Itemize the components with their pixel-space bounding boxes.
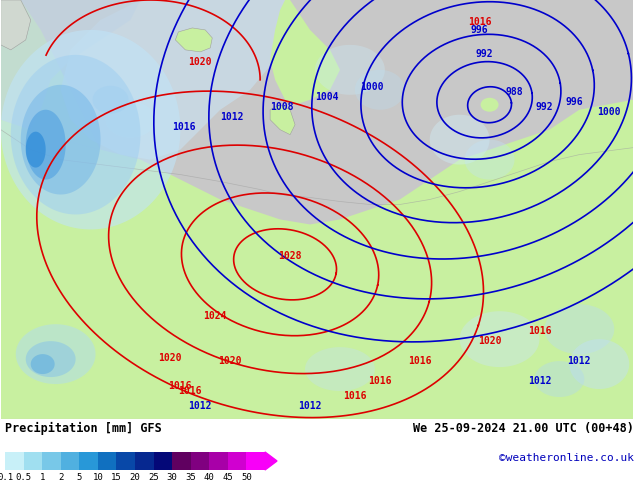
Polygon shape <box>569 339 629 389</box>
Text: 25: 25 <box>148 473 159 482</box>
Text: We 25-09-2024 21.00 UTC (00+48): We 25-09-2024 21.00 UTC (00+48) <box>413 422 634 435</box>
Bar <box>135 452 153 470</box>
Text: 1012: 1012 <box>527 376 551 386</box>
Text: 1028: 1028 <box>278 251 302 261</box>
Bar <box>172 452 191 470</box>
Polygon shape <box>1 0 30 50</box>
Bar <box>79 452 98 470</box>
Polygon shape <box>355 70 404 110</box>
Polygon shape <box>16 324 96 384</box>
Text: 992: 992 <box>476 49 493 59</box>
Text: ©weatheronline.co.uk: ©weatheronline.co.uk <box>499 453 634 463</box>
Polygon shape <box>430 115 489 165</box>
Text: 40: 40 <box>204 473 215 482</box>
Text: 1016: 1016 <box>172 122 196 132</box>
Text: 996: 996 <box>471 25 488 35</box>
Bar <box>228 452 247 470</box>
Text: 1000: 1000 <box>597 107 621 117</box>
Polygon shape <box>26 110 66 179</box>
Text: 0.5: 0.5 <box>15 473 32 482</box>
Polygon shape <box>534 361 585 397</box>
Polygon shape <box>26 341 75 377</box>
Text: Precipitation [mm] GFS: Precipitation [mm] GFS <box>5 422 162 435</box>
Text: 15: 15 <box>111 473 122 482</box>
Bar <box>153 452 172 470</box>
Text: 1020: 1020 <box>188 57 212 67</box>
Polygon shape <box>305 347 375 391</box>
Text: 1000: 1000 <box>360 82 384 92</box>
Polygon shape <box>465 140 515 179</box>
Text: 30: 30 <box>167 473 178 482</box>
Text: 1: 1 <box>39 473 45 482</box>
Polygon shape <box>1 0 141 130</box>
Polygon shape <box>270 105 295 135</box>
Polygon shape <box>105 102 155 138</box>
Text: 0.1: 0.1 <box>0 473 13 482</box>
Text: 1016: 1016 <box>408 356 432 366</box>
Polygon shape <box>460 311 540 367</box>
Text: 45: 45 <box>223 473 233 482</box>
Text: 1016: 1016 <box>368 376 392 386</box>
Polygon shape <box>1 0 101 149</box>
Text: 1016: 1016 <box>169 381 192 391</box>
Text: 1016: 1016 <box>179 386 202 396</box>
Bar <box>247 452 265 470</box>
Text: 988: 988 <box>506 87 523 97</box>
Polygon shape <box>176 28 212 52</box>
Bar <box>191 452 209 470</box>
Text: 1020: 1020 <box>158 353 182 363</box>
Bar <box>23 452 42 470</box>
Text: 1012: 1012 <box>188 401 212 411</box>
Text: 35: 35 <box>185 473 196 482</box>
Text: 1016: 1016 <box>343 391 366 401</box>
Polygon shape <box>315 45 385 95</box>
Polygon shape <box>30 354 55 374</box>
Polygon shape <box>93 86 129 114</box>
Text: 20: 20 <box>129 473 140 482</box>
Polygon shape <box>26 132 46 168</box>
Text: 1016: 1016 <box>468 17 491 27</box>
Bar <box>5 452 23 470</box>
Bar <box>209 452 228 470</box>
Text: 1020: 1020 <box>219 356 242 366</box>
Text: 1020: 1020 <box>478 336 501 346</box>
Polygon shape <box>61 0 290 160</box>
Text: 50: 50 <box>241 473 252 482</box>
Text: 996: 996 <box>566 97 583 107</box>
Polygon shape <box>11 55 141 215</box>
Bar <box>61 452 79 470</box>
Polygon shape <box>1 100 633 419</box>
Text: 2: 2 <box>58 473 63 482</box>
Polygon shape <box>21 85 101 195</box>
Text: 1024: 1024 <box>204 311 227 321</box>
Polygon shape <box>270 0 340 105</box>
Polygon shape <box>265 452 277 470</box>
Bar <box>42 452 61 470</box>
Text: 5: 5 <box>77 473 82 482</box>
Text: 10: 10 <box>93 473 103 482</box>
Ellipse shape <box>481 98 498 112</box>
Text: 1012: 1012 <box>567 356 591 366</box>
Polygon shape <box>1 30 180 229</box>
Polygon shape <box>545 304 614 354</box>
Text: 1012: 1012 <box>298 401 322 411</box>
Bar <box>117 452 135 470</box>
Text: 1008: 1008 <box>270 102 294 112</box>
Text: 1012: 1012 <box>220 112 243 122</box>
Text: 992: 992 <box>536 102 553 112</box>
Bar <box>98 452 117 470</box>
Text: 1004: 1004 <box>315 92 339 102</box>
Text: 1016: 1016 <box>527 326 551 336</box>
